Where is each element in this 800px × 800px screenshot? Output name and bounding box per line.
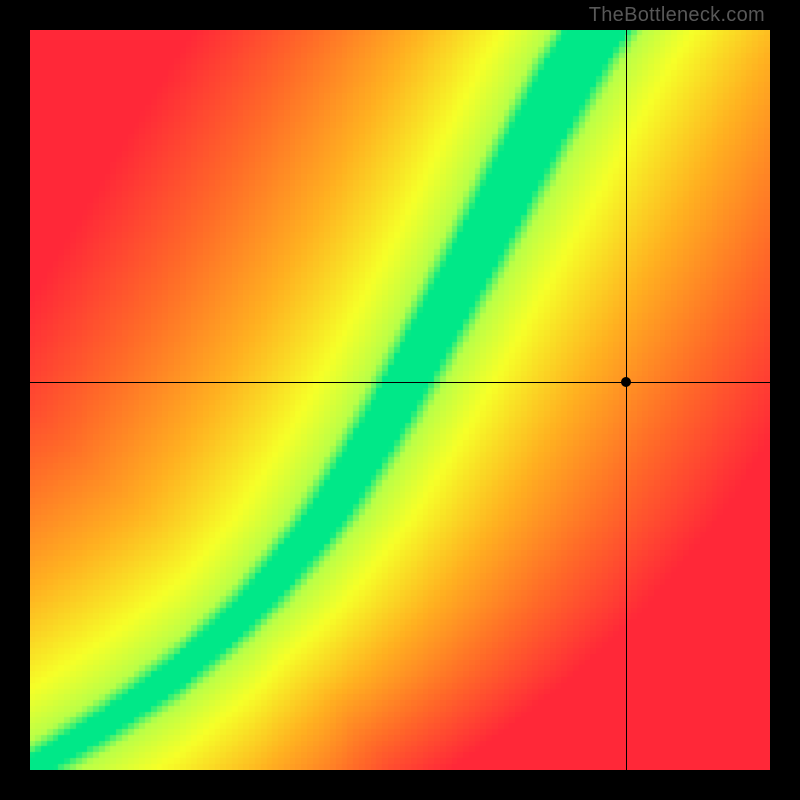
crosshair-marker <box>621 377 631 387</box>
crosshair-horizontal <box>30 382 770 383</box>
heatmap-canvas <box>30 30 770 770</box>
heatmap-plot <box>30 30 770 770</box>
watermark-text: TheBottleneck.com <box>589 4 765 27</box>
crosshair-vertical <box>626 30 627 770</box>
